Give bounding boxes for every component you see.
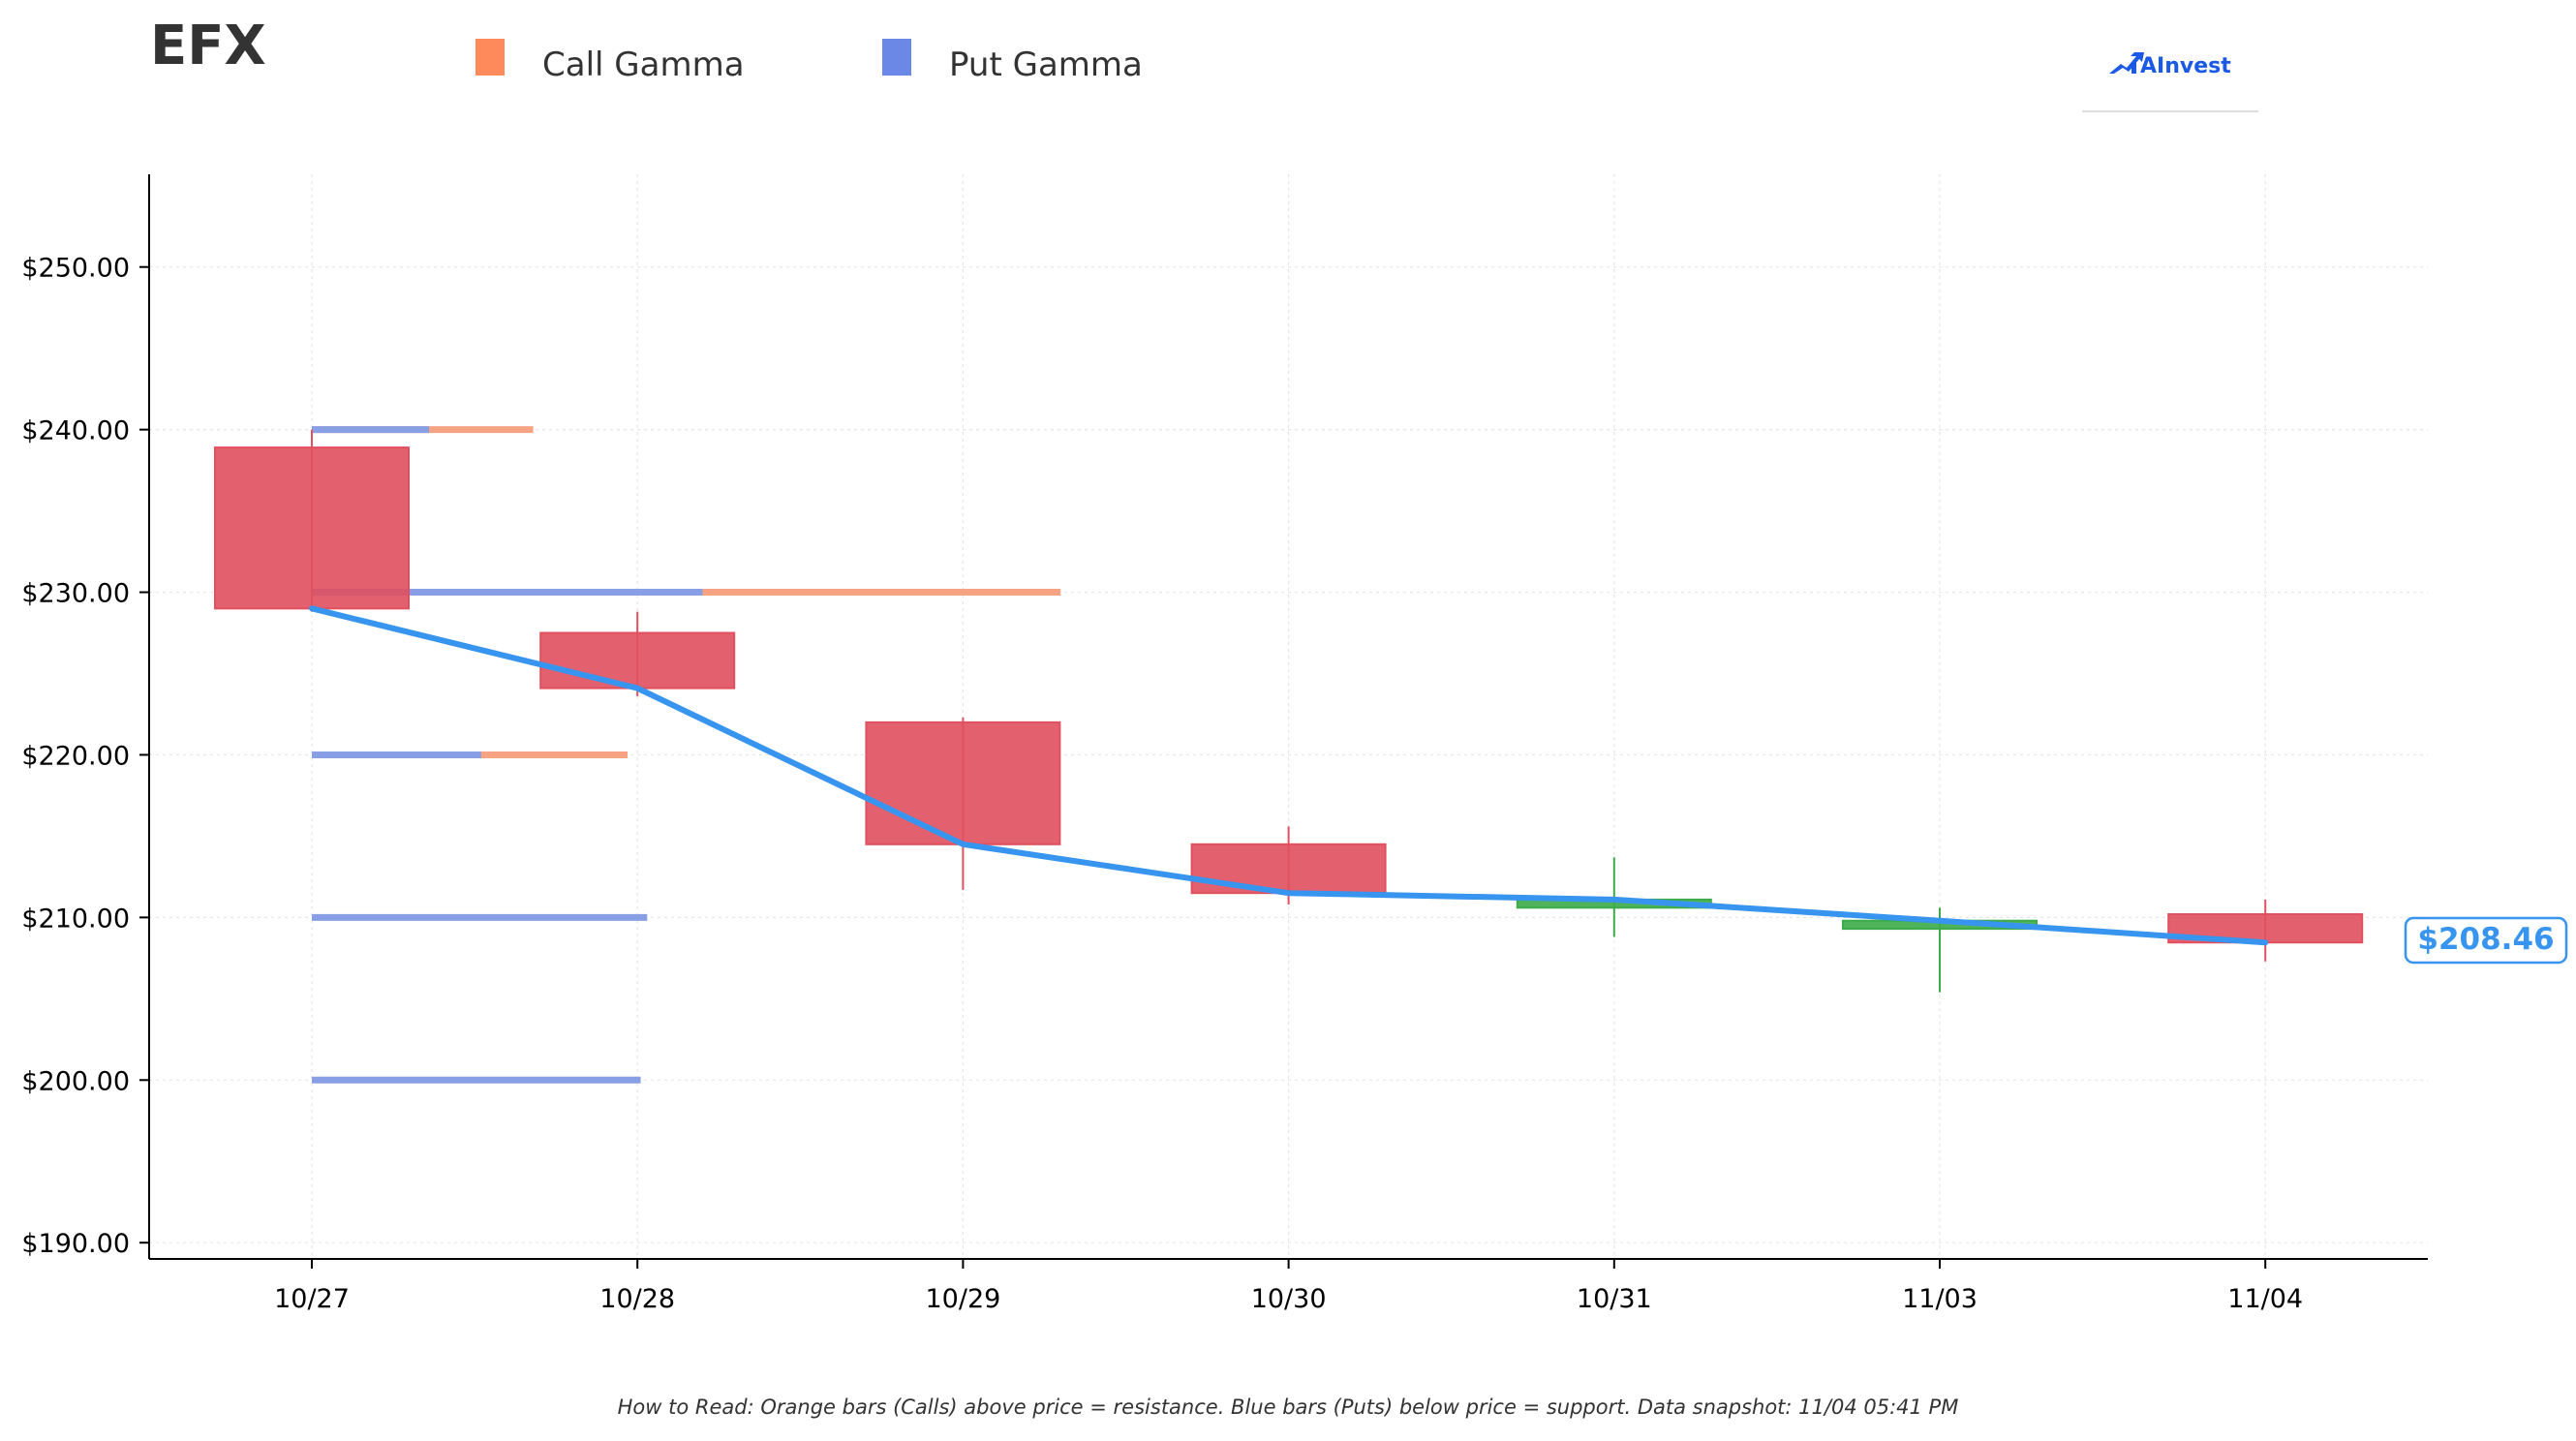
candle-body <box>539 631 736 690</box>
ticker-title: EFX <box>150 15 266 77</box>
price-line <box>309 605 2269 946</box>
logo-text: AInvest <box>2140 54 2231 78</box>
legend-call-label: Call Gamma <box>542 46 745 84</box>
x-tick-label: 10/30 <box>1251 1284 1327 1314</box>
x-tick-label: 10/28 <box>599 1284 675 1314</box>
y-tick-label: $220.00 <box>21 741 130 771</box>
x-tick-label: 10/31 <box>1577 1284 1652 1314</box>
ainvest-logo: AInvest <box>2082 52 2258 112</box>
candle-body <box>865 720 1061 845</box>
x-tick-label: 11/03 <box>1902 1284 1978 1314</box>
y-tick-layer: $190.00 $200.00 $210.00 $220.00 $230.00 $240.… <box>21 254 149 1259</box>
line-layer <box>309 605 2269 946</box>
candle-body <box>214 446 410 610</box>
y-tick-label: $230.00 <box>21 579 130 609</box>
y-tick-label: $210.00 <box>21 904 130 934</box>
legend-call-swatch <box>475 39 505 76</box>
legend-put-swatch <box>882 39 911 76</box>
y-tick-label: $200.00 <box>21 1066 130 1096</box>
x-tick-label: 10/29 <box>925 1284 1000 1314</box>
current-price-label: $208.46 <box>2417 922 2554 957</box>
x-tick-layer: 10/27 10/28 10/29 10/30 10/31 11/03 11/04 <box>274 1259 2303 1314</box>
grid-layer <box>149 174 2428 1259</box>
current-price-box <box>2404 916 2568 965</box>
legend-put-label: Put Gamma <box>949 46 1143 84</box>
x-tick-label: 11/04 <box>2227 1284 2303 1314</box>
candle-layer <box>214 429 2364 993</box>
logo-chart-icon <box>2109 52 2144 74</box>
legend: Call Gamma Put Gamma <box>475 39 1143 84</box>
logo-bar-icon <box>2131 62 2136 74</box>
x-tick-label: 10/27 <box>274 1284 350 1314</box>
current-price-badge: $208.46 <box>2404 916 2568 965</box>
footnote: How to Read: Orange bars (Calls) above p… <box>618 1395 1959 1419</box>
y-tick-label: $250.00 <box>21 254 130 284</box>
y-tick-label: $190.00 <box>21 1229 130 1259</box>
y-tick-label: $240.00 <box>21 416 130 446</box>
